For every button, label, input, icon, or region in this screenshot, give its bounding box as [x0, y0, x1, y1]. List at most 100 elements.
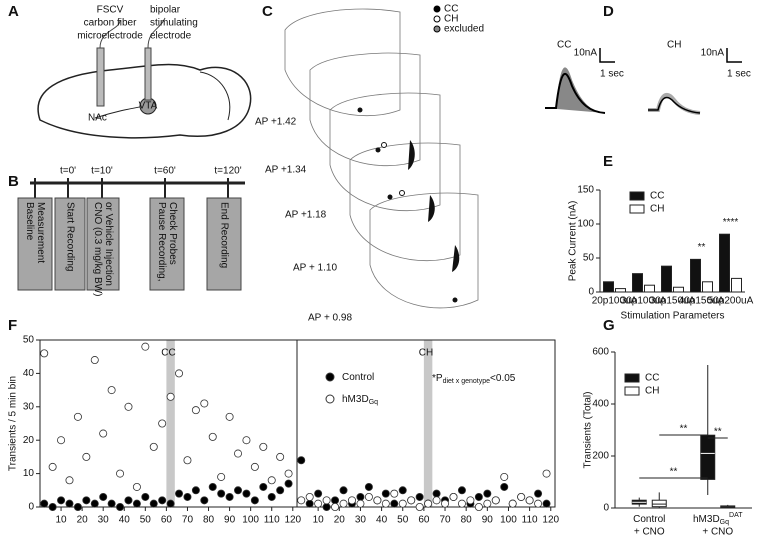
- point: [500, 482, 509, 491]
- legend-label: hM3DGq: [342, 394, 378, 407]
- x-tick-label: 30: [355, 515, 367, 526]
- point: [175, 369, 184, 378]
- point: [441, 499, 450, 508]
- point: [314, 489, 323, 498]
- step-label: CNO (0.3 mg/kg BW): [92, 202, 103, 296]
- point: [284, 479, 293, 488]
- point: [314, 499, 323, 508]
- x-tick-label: Control: [633, 514, 665, 525]
- step-label: Check Probes: [167, 202, 178, 265]
- bar: [731, 277, 742, 293]
- point: [242, 489, 251, 498]
- point: [466, 496, 475, 505]
- x-tick-label: 60: [161, 515, 173, 526]
- significance: **: [670, 467, 678, 478]
- panel-title: CC: [161, 348, 175, 359]
- point: [40, 349, 49, 358]
- box: [651, 499, 667, 508]
- x-tick-label: 10: [313, 515, 325, 526]
- text-part: Control: [342, 372, 374, 383]
- bar: [644, 284, 655, 293]
- legend-marker: [433, 5, 441, 13]
- y-tick-label: 0: [28, 502, 34, 513]
- point: [267, 492, 276, 501]
- y-tick-label: 600: [592, 347, 609, 358]
- panel-title: CH: [419, 348, 433, 359]
- x-tick-label: 30p100uA: [621, 296, 667, 307]
- point: [107, 386, 116, 395]
- bar: [673, 286, 684, 293]
- x-tick-label: 10: [56, 515, 68, 526]
- point: [542, 499, 551, 508]
- x-tick-label: + CNO: [702, 527, 733, 538]
- point: [356, 492, 365, 501]
- x-tick-label: 70: [439, 515, 451, 526]
- legend-label: excluded: [444, 24, 484, 35]
- point: [347, 496, 356, 505]
- point: [517, 492, 526, 501]
- point: [424, 499, 433, 508]
- point: [542, 469, 551, 478]
- x-tick-label: 20: [77, 515, 89, 526]
- ap-label: AP + 0.98: [308, 313, 352, 324]
- x-tick-label: 50p200uA: [708, 296, 754, 307]
- x-tick-label: 100: [242, 515, 259, 526]
- point: [132, 482, 141, 491]
- point: [225, 492, 234, 501]
- step-label: Pause Recording,: [156, 202, 167, 282]
- legend-label: CC: [650, 191, 664, 202]
- point: [124, 496, 133, 505]
- point: [407, 496, 416, 505]
- x-tick-label: 120: [284, 515, 301, 526]
- point: [57, 436, 66, 445]
- point: [166, 392, 175, 401]
- point: [73, 412, 82, 421]
- text-part: <0.05: [490, 373, 516, 384]
- point: [217, 472, 226, 481]
- x-axis-label: Stimulation Parameters: [621, 311, 725, 322]
- scale-label: 10nA: [701, 48, 725, 59]
- y-tick-label: 200: [592, 451, 609, 462]
- point: [508, 499, 517, 508]
- point: [356, 499, 365, 508]
- scale-label: 1 sec: [727, 69, 751, 80]
- x-tick-label: 50: [140, 515, 152, 526]
- legend-marker: [433, 15, 441, 23]
- x-tick-label: 30p150uA: [650, 296, 696, 307]
- step-label: or Vehicle Injection: [103, 202, 114, 286]
- bar: [702, 281, 713, 293]
- legend-label: CC: [645, 373, 659, 384]
- y-tick-label: 20: [23, 435, 35, 446]
- y-tick-label: 0: [588, 287, 594, 298]
- group-label: CH: [667, 40, 681, 51]
- injection-band: [166, 340, 175, 507]
- bar: [661, 265, 672, 293]
- x-tick-label: hM3DGqDAT: [693, 512, 743, 526]
- point: [234, 486, 243, 495]
- point: [57, 496, 66, 505]
- point: [305, 492, 314, 501]
- timeline: [17, 178, 245, 291]
- point: [381, 499, 390, 508]
- ap-label: AP +1.18: [285, 210, 327, 221]
- y-tick-label: 150: [577, 185, 594, 196]
- bar: [603, 281, 614, 293]
- panel-letter: G: [603, 317, 615, 334]
- point: [339, 486, 348, 495]
- point: [390, 489, 399, 498]
- scale-label: 1 sec: [600, 69, 624, 80]
- point: [40, 499, 49, 508]
- panel-letter: A: [8, 3, 19, 20]
- point: [432, 496, 441, 505]
- point: [200, 399, 209, 408]
- bar: [719, 233, 730, 293]
- point: [191, 486, 200, 495]
- point: [242, 436, 251, 445]
- point: [373, 496, 382, 505]
- point: [225, 412, 234, 421]
- y-tick-label: 50: [23, 335, 35, 346]
- point: [132, 499, 141, 508]
- point: [491, 496, 500, 505]
- electrode-label: microelectrode: [77, 31, 143, 42]
- point: [48, 502, 57, 511]
